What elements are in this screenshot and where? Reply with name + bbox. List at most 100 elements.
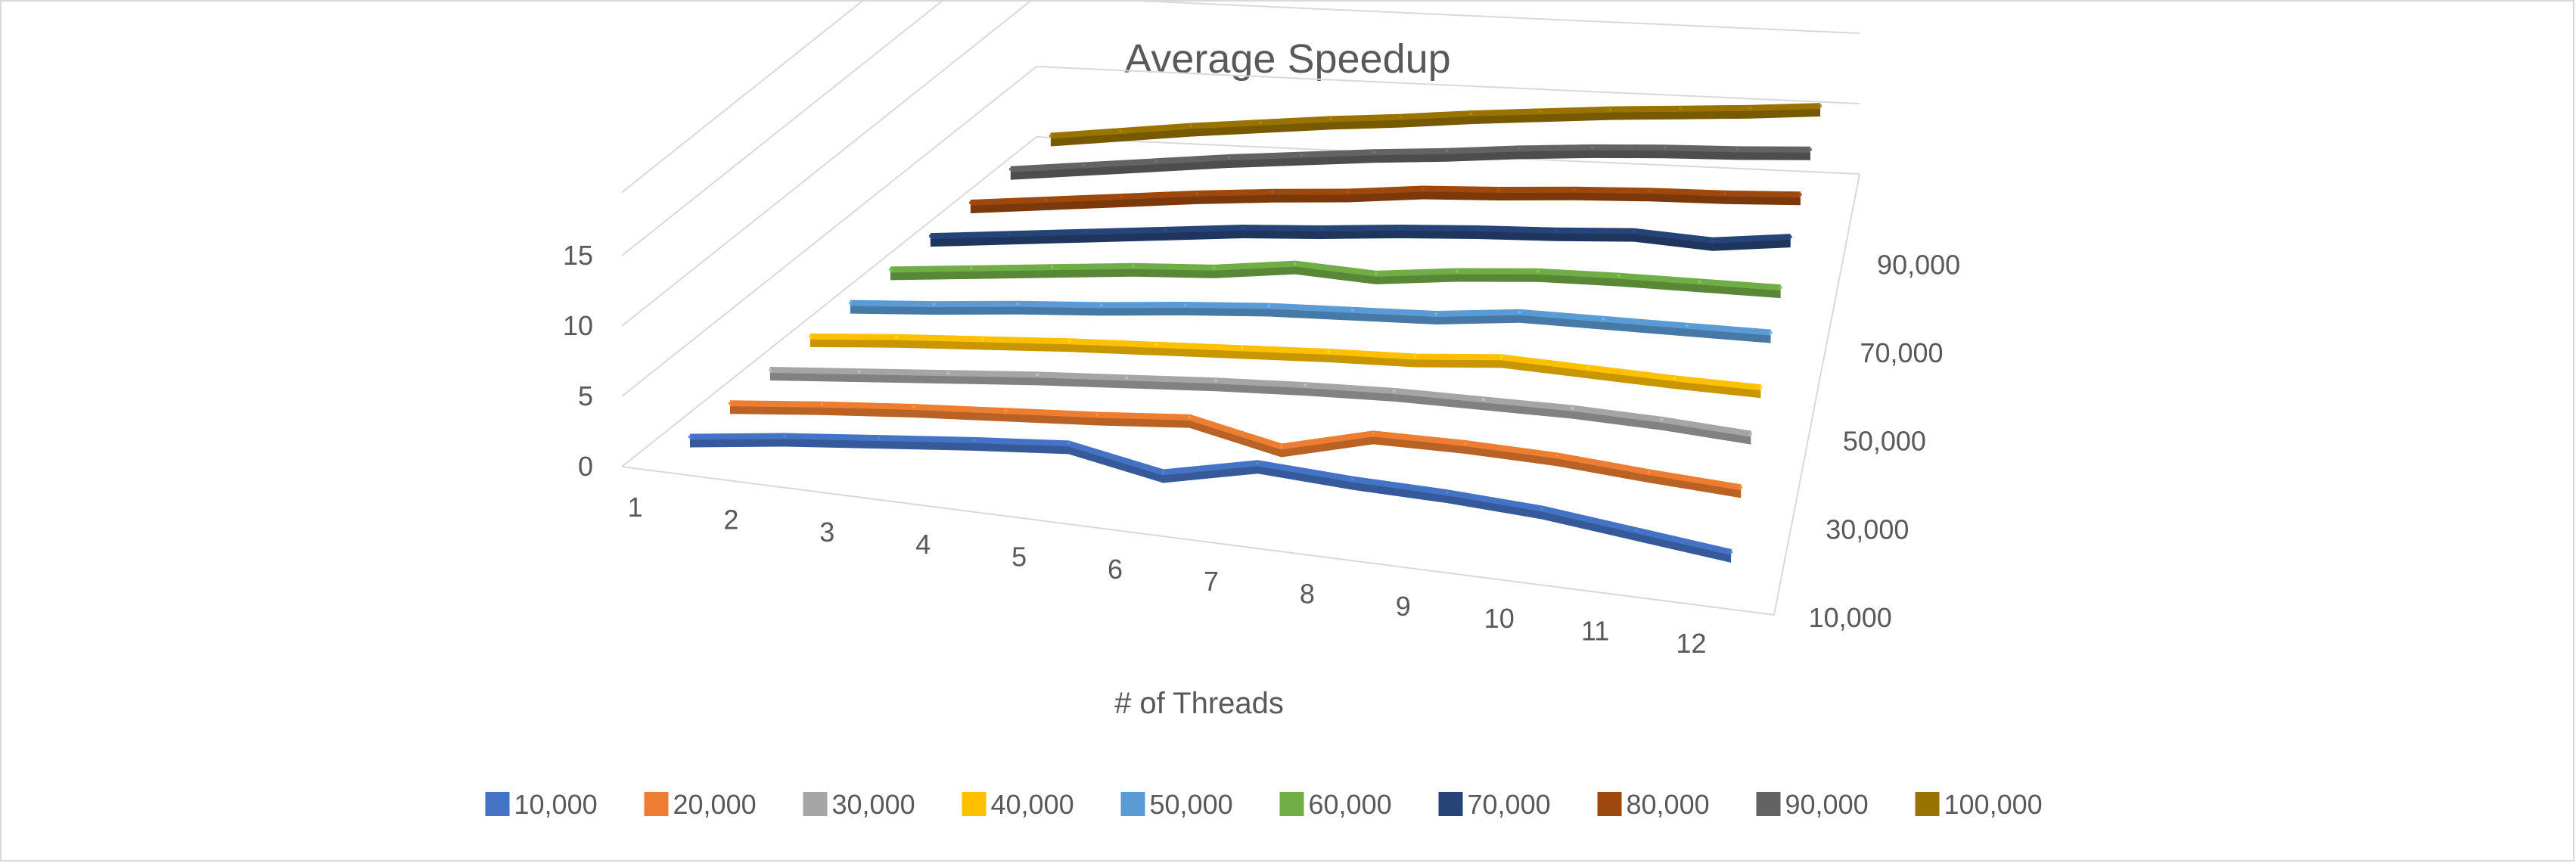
data-point	[1434, 312, 1438, 315]
series-line-10000	[688, 433, 1733, 563]
data-point	[1049, 134, 1052, 138]
data-point	[1536, 269, 1540, 273]
series-top-edge	[1010, 144, 1811, 172]
series-ribbon	[689, 436, 1732, 563]
data-point	[1227, 156, 1231, 160]
legend-swatch	[1756, 792, 1781, 816]
data-point	[1120, 194, 1123, 198]
legend-item: 60,000	[1279, 789, 1392, 820]
legend: 10,000 20,000 30,000 40,000 50,000 60,000 70,0…	[485, 789, 2043, 820]
data-point	[1685, 324, 1689, 328]
data-point	[857, 370, 861, 374]
x-axis-ticks: 1 2 3 4 5 6 7 8 9 10 11 12	[627, 492, 1706, 659]
depth-tick-label: 50,000	[1843, 426, 1926, 457]
data-point	[1131, 264, 1135, 268]
data-point	[1788, 235, 1792, 239]
data-point	[1739, 486, 1743, 489]
depth-tick-label: 10,000	[1809, 602, 1892, 633]
legend-item: 80,000	[1597, 789, 1710, 820]
data-point	[1304, 383, 1307, 387]
data-point	[1319, 226, 1323, 230]
series-top-edge	[970, 185, 1801, 206]
data-point	[1081, 163, 1085, 167]
legend-swatch	[1120, 792, 1145, 816]
data-point	[1346, 190, 1350, 194]
data-point	[1481, 398, 1485, 402]
data-point	[1154, 343, 1157, 346]
y-axis-ticks: 0 5 10 15	[563, 240, 593, 482]
data-point	[1735, 147, 1739, 151]
data-point	[1769, 331, 1773, 334]
data-point	[1749, 432, 1753, 436]
data-point	[1095, 413, 1099, 417]
series-ribbon	[1010, 147, 1810, 180]
legend-label: 80,000	[1627, 789, 1710, 820]
series-line-50000	[848, 300, 1773, 343]
data-point	[1188, 415, 1192, 419]
data-point	[1085, 230, 1089, 234]
x-tick-label: 9	[1396, 591, 1411, 622]
legend-label: 10,000	[514, 789, 598, 820]
series-line-60000	[888, 260, 1782, 299]
series-lines	[688, 103, 1822, 563]
data-point	[1372, 432, 1375, 436]
data-point	[1518, 310, 1521, 314]
series-line-80000	[968, 185, 1802, 213]
legend-swatch	[1915, 792, 1940, 816]
legend-swatch	[1438, 792, 1463, 816]
data-point	[1392, 389, 1396, 393]
data-point	[946, 371, 950, 375]
x-tick-label: 3	[819, 517, 834, 548]
data-point	[1270, 190, 1274, 194]
depth-axis-ticks: 10,000 30,000 50,000 70,000 90,000	[1809, 249, 1961, 632]
data-point	[1540, 507, 1543, 511]
series-line-30000	[768, 367, 1753, 445]
legend-item: 90,000	[1756, 789, 1869, 820]
series-top-edge	[769, 367, 1751, 437]
y-tick-label: 15	[563, 240, 593, 271]
data-point	[808, 334, 812, 338]
data-point	[1374, 272, 1378, 275]
series-line-40000	[808, 333, 1763, 399]
legend-item: 30,000	[803, 789, 915, 820]
legend-label: 90,000	[1785, 789, 1869, 820]
data-point	[1496, 188, 1500, 192]
series-line-70000	[928, 225, 1792, 251]
gridlines	[621, 0, 1860, 616]
series-top-edge	[729, 400, 1742, 491]
floor-front-edge	[621, 466, 1775, 616]
data-point	[1119, 129, 1123, 133]
data-point	[1044, 197, 1048, 201]
legend-item: 70,000	[1438, 789, 1551, 820]
data-point	[1748, 106, 1752, 110]
data-point	[1445, 491, 1449, 495]
data-point	[1608, 107, 1612, 111]
gridline	[621, 0, 865, 194]
legend-label: 50,000	[1150, 789, 1233, 820]
series-ribbon	[890, 263, 1781, 299]
y-tick-label: 5	[578, 380, 593, 411]
data-point	[783, 434, 787, 438]
data-point	[1328, 117, 1332, 121]
floor-right-edge	[1773, 173, 1860, 616]
gridline	[621, 65, 1860, 397]
depth-tick-label: 90,000	[1877, 249, 1960, 280]
legend-item: 40,000	[962, 789, 1074, 820]
legend-label: 20,000	[673, 789, 757, 820]
data-point	[928, 234, 932, 238]
data-point	[888, 268, 892, 272]
data-point	[1729, 550, 1733, 554]
x-tick-label: 7	[1204, 566, 1219, 597]
data-point	[1183, 303, 1187, 306]
data-point	[728, 402, 732, 405]
legend-swatch	[1279, 792, 1304, 816]
data-point	[1539, 110, 1543, 113]
data-point	[1241, 226, 1245, 230]
data-point	[1125, 376, 1129, 380]
x-tick-label: 1	[627, 492, 642, 523]
data-point	[1350, 477, 1354, 481]
data-point	[1161, 470, 1165, 474]
data-point	[1723, 191, 1727, 195]
data-point	[1571, 406, 1574, 410]
